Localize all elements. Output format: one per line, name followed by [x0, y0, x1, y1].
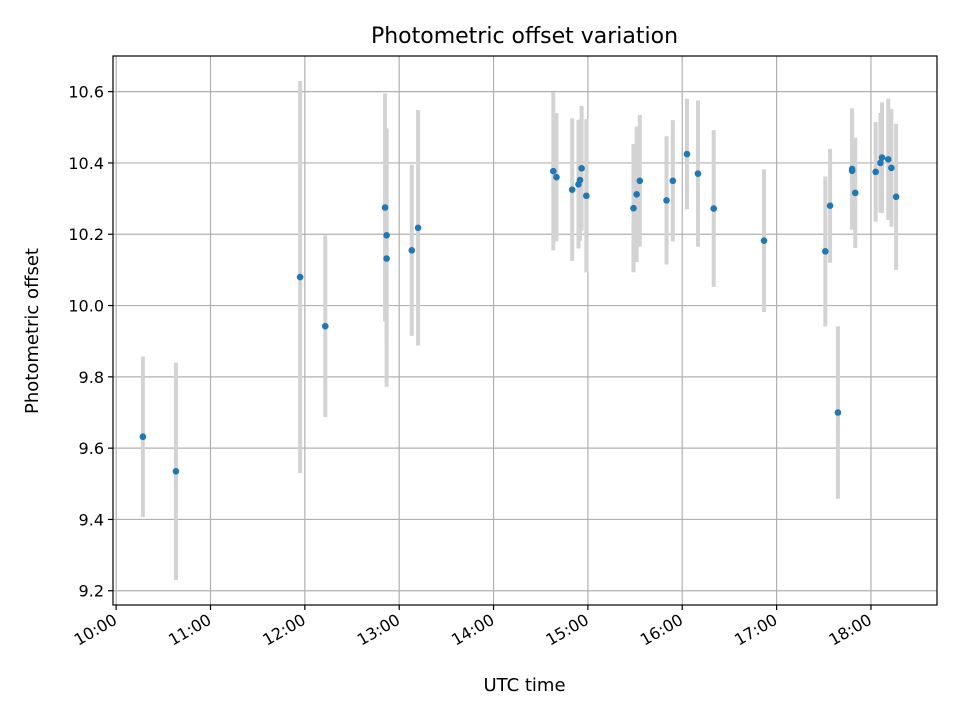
data-point: [878, 154, 886, 161]
data-point: [663, 197, 670, 204]
data-point: [888, 164, 895, 172]
data-point: [568, 186, 576, 193]
y-tick-label: 9.2: [79, 582, 104, 601]
data-point: [694, 170, 702, 177]
data-point: [892, 193, 900, 201]
y-axis-label: Photometric offset: [22, 248, 43, 414]
x-tick-label: 15:00: [542, 610, 591, 650]
data-point: [683, 150, 691, 158]
data-point: [851, 189, 859, 197]
data-point: [834, 409, 842, 416]
data-point: [633, 191, 640, 198]
data-point: [296, 273, 304, 281]
x-tick-label: 12:00: [259, 610, 308, 650]
data-point: [139, 433, 147, 441]
y-tick-label: 10.2: [68, 225, 104, 244]
chart-title: Photometric offset variation: [371, 24, 678, 49]
data-point: [550, 167, 557, 175]
data-point: [636, 177, 644, 185]
data-point: [630, 204, 637, 212]
data-point: [583, 192, 590, 200]
data-point: [172, 468, 180, 475]
data-point: [669, 177, 677, 185]
x-tick-label: 16:00: [637, 610, 686, 650]
data-point: [381, 204, 389, 211]
y-tick-label: 9.6: [79, 439, 104, 458]
data-point: [848, 167, 856, 175]
y-tick-label: 10.0: [68, 297, 104, 316]
plot-frame: [112, 55, 938, 606]
data-point: [760, 237, 768, 244]
y-tick-label: 10.6: [68, 83, 104, 102]
data-point: [383, 255, 390, 262]
data-point: [553, 173, 560, 181]
data-point: [576, 176, 584, 184]
x-tick-label: 18:00: [826, 610, 875, 650]
x-axis-label: UTC time: [483, 675, 565, 696]
y-tick-label: 9.4: [79, 510, 104, 529]
data-point: [884, 156, 892, 163]
y-tick-label: 9.8: [79, 368, 104, 387]
data-point: [383, 232, 390, 239]
data-point: [877, 159, 884, 167]
x-tick-label: 17:00: [731, 610, 780, 650]
error-bars: [140, 80, 899, 581]
x-tick-label: 11:00: [165, 610, 214, 650]
data-point: [321, 322, 329, 330]
data-points: [139, 150, 900, 475]
x-tick-label: 14:00: [448, 610, 497, 650]
data-point: [408, 246, 416, 254]
grid: [113, 56, 937, 605]
y-tick-label: 10.4: [68, 154, 104, 173]
data-point: [710, 205, 718, 212]
x-tick-label: 13:00: [354, 610, 403, 650]
x-axis: 10:00 11:00 12:00 13:00 14:00 15:00 16:00 17:00…: [71, 605, 875, 650]
x-tick-label: 10:00: [71, 610, 120, 650]
data-point: [872, 168, 879, 176]
data-point: [826, 202, 834, 210]
data-point: [414, 224, 422, 232]
y-axis: 9.2 9.4 9.6 9.8 10.0 10.2 10.4 10.6: [68, 83, 113, 601]
data-point: [822, 248, 829, 255]
data-point: [578, 164, 585, 172]
